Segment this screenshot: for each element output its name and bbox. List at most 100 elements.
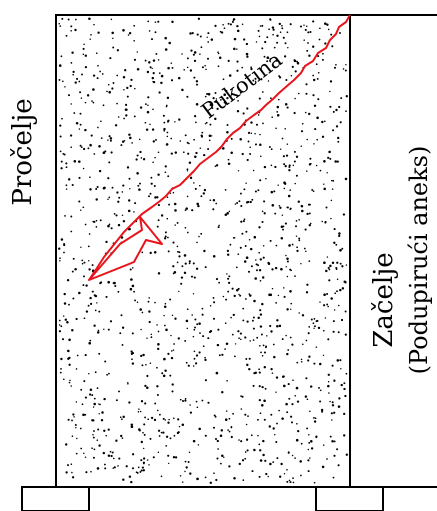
- speckle-dot: [279, 148, 282, 150]
- speckle-dot: [294, 394, 297, 397]
- speckle-dot: [337, 140, 340, 143]
- speckle-dot: [345, 453, 348, 456]
- speckle-dot: [227, 22, 230, 25]
- annex-label: (Podupirući aneks): [405, 146, 433, 375]
- speckle-dot: [148, 61, 151, 64]
- speckle-dot: [202, 345, 205, 348]
- speckle-dot: [150, 176, 153, 179]
- speckle-dot: [128, 401, 131, 404]
- speckle-dot: [94, 309, 97, 312]
- speckle-dot: [289, 290, 292, 293]
- speckle-dot: [188, 451, 191, 454]
- speckle-dot: [98, 169, 102, 173]
- speckle-dot: [203, 153, 206, 157]
- speckle-dot: [188, 142, 190, 145]
- speckle-dot: [113, 281, 116, 285]
- speckle-dot: [223, 27, 226, 30]
- speckle-dot: [225, 410, 228, 412]
- speckle-dot: [202, 192, 205, 195]
- speckle-dot: [72, 73, 74, 76]
- speckle-dot: [164, 48, 168, 51]
- speckle-dot: [204, 358, 207, 362]
- speckle-dot: [258, 97, 261, 100]
- speckle-dot: [191, 209, 194, 212]
- speckle-dot: [291, 65, 294, 68]
- speckle-dot: [201, 66, 204, 69]
- speckle-dot: [184, 399, 187, 402]
- speckle-dot: [176, 431, 180, 435]
- speckle-dot: [265, 345, 268, 348]
- speckle-dot: [228, 417, 231, 420]
- speckle-dot: [209, 330, 213, 333]
- speckle-dot: [133, 24, 136, 27]
- speckle-dot: [128, 199, 131, 202]
- speckle-dot: [232, 19, 235, 22]
- speckle-dot: [186, 327, 189, 330]
- speckle-dot: [316, 138, 319, 141]
- speckle-dot: [261, 354, 264, 357]
- speckle-dot: [176, 245, 179, 248]
- speckle-dot: [270, 148, 273, 151]
- speckle-dot: [252, 327, 255, 330]
- speckle-dot: [91, 447, 93, 450]
- speckle-dot: [251, 198, 254, 201]
- speckle-dot: [228, 281, 231, 284]
- speckle-dot: [240, 204, 243, 208]
- speckle-dot: [162, 417, 165, 420]
- speckle-dot: [312, 322, 315, 325]
- speckle-dot: [216, 107, 219, 111]
- speckle-dot: [137, 411, 140, 413]
- speckle-dot: [331, 45, 334, 48]
- speckle-dot: [260, 78, 263, 81]
- speckle-dot: [291, 343, 294, 346]
- speckle-dot: [297, 92, 300, 95]
- speckle-dot: [263, 399, 266, 403]
- speckle-dot: [71, 419, 73, 422]
- speckle-dot: [196, 202, 199, 206]
- speckle-dot: [312, 74, 315, 77]
- speckle-dot: [92, 419, 95, 422]
- speckle-dot: [289, 189, 292, 191]
- speckle-dot: [240, 338, 242, 341]
- speckle-dot: [228, 465, 231, 468]
- speckle-dot: [329, 80, 333, 83]
- speckle-dot: [297, 200, 300, 203]
- speckle-dot: [256, 269, 258, 272]
- speckle-dot: [207, 92, 211, 96]
- speckle-dot: [224, 322, 227, 325]
- speckle-dot: [192, 365, 195, 367]
- speckle-dot: [211, 107, 214, 110]
- speckle-dot: [83, 147, 86, 151]
- speckle-dot: [60, 160, 63, 163]
- speckle-dot: [313, 481, 316, 484]
- speckle-dot: [312, 20, 315, 23]
- speckle-dot: [299, 25, 303, 28]
- speckle-dot: [233, 355, 236, 358]
- speckle-dot: [226, 212, 229, 215]
- speckle-dot: [257, 316, 260, 320]
- speckle-dot: [157, 429, 161, 432]
- speckle-dot: [184, 262, 187, 265]
- speckle-dot: [222, 78, 225, 81]
- speckle-dot: [92, 101, 95, 104]
- speckle-dot: [171, 314, 174, 317]
- speckle-dot: [172, 265, 175, 268]
- speckle-dot: [292, 481, 295, 484]
- speckle-dot: [281, 27, 284, 30]
- speckle-dot: [204, 356, 206, 359]
- speckle-dot: [230, 137, 233, 140]
- speckle-dot: [195, 80, 199, 83]
- speckle-dot: [166, 196, 169, 198]
- speckle-dot: [290, 415, 293, 418]
- speckle-dot: [269, 462, 272, 466]
- speckle-dot: [344, 333, 347, 336]
- speckle-dot: [212, 317, 216, 320]
- speckle-dot: [70, 30, 72, 32]
- speckle-dot: [323, 304, 326, 307]
- speckle-dot: [82, 284, 85, 287]
- speckle-dot: [100, 419, 104, 422]
- speckle-dot: [270, 413, 273, 416]
- speckle-dot: [329, 400, 331, 403]
- speckle-dot: [157, 451, 160, 454]
- speckle-dot: [262, 256, 265, 259]
